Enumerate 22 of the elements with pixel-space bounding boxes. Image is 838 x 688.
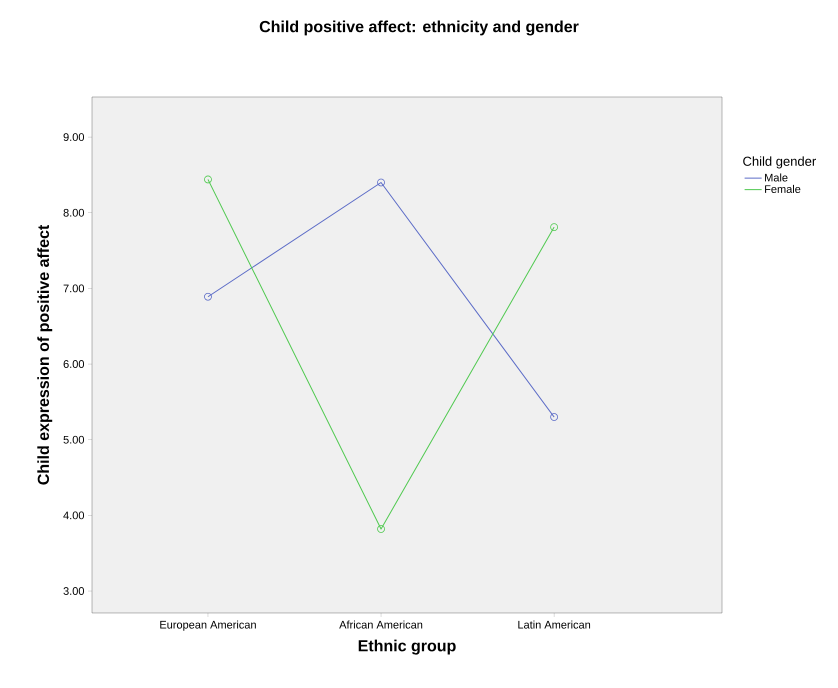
y-tick-label: 8.00	[64, 208, 84, 217]
x-tick-label: Latin American	[518, 620, 590, 629]
point	[204, 176, 212, 184]
y-tick-label: 3.00	[63, 587, 84, 595]
legend-label: Male	[765, 173, 788, 182]
y-tick-label: 5.00	[64, 436, 84, 444]
y-axis-title: Child expression of positive affect	[37, 224, 52, 485]
point	[550, 413, 558, 421]
point	[377, 178, 385, 186]
point	[377, 525, 385, 533]
chart-title: Child positive affect: ethnicity and gender	[260, 20, 579, 36]
y-tick-label: 9.00	[64, 133, 84, 141]
y-tick-label: 4.00	[63, 512, 84, 520]
x-tick-label: African American	[339, 620, 422, 629]
y-tick-label: 7.00	[64, 284, 84, 292]
legend-title: Child gender	[743, 156, 816, 168]
legend-label: Female	[765, 184, 800, 193]
x-axis-title: Ethnic group	[358, 640, 456, 655]
point	[204, 292, 212, 301]
y-tick-label: 6.00	[64, 360, 84, 368]
x-tick-label: European American	[160, 620, 256, 631]
point	[550, 223, 558, 232]
